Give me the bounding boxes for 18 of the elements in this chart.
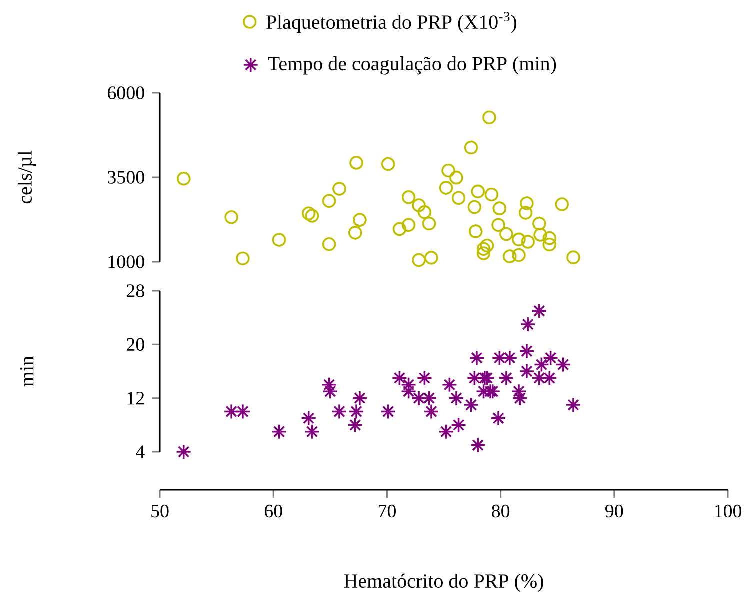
y-tick-label: 1000	[108, 256, 144, 268]
x-tick-label: 90	[606, 504, 624, 518]
x-tick-label: 80	[492, 504, 510, 518]
x-tick-label: 50	[152, 504, 169, 518]
y-axis-title: min	[20, 356, 34, 387]
x-tick-label: 60	[264, 504, 282, 518]
x-tick-label: 70	[378, 504, 396, 518]
x-tick-label: 100	[715, 504, 742, 518]
legend-label: Plaquetometria do PRP (X10$^{-3}$)	[266, 12, 517, 34]
y-axis-title: cels/µl	[18, 151, 36, 204]
y-tick-label: 4	[136, 446, 145, 458]
y-tick-label: 12	[128, 392, 144, 405]
y-tick-label: 28	[126, 284, 144, 298]
legend-label: Tempo de coagulação do PRP (min)	[268, 56, 556, 75]
x-axis-title: Hematócrito do PRP (%)	[344, 574, 544, 592]
y-tick-label: 6000	[108, 86, 144, 100]
y-tick-label: 3500	[108, 171, 144, 184]
y-tick-label: 20	[126, 338, 144, 352]
